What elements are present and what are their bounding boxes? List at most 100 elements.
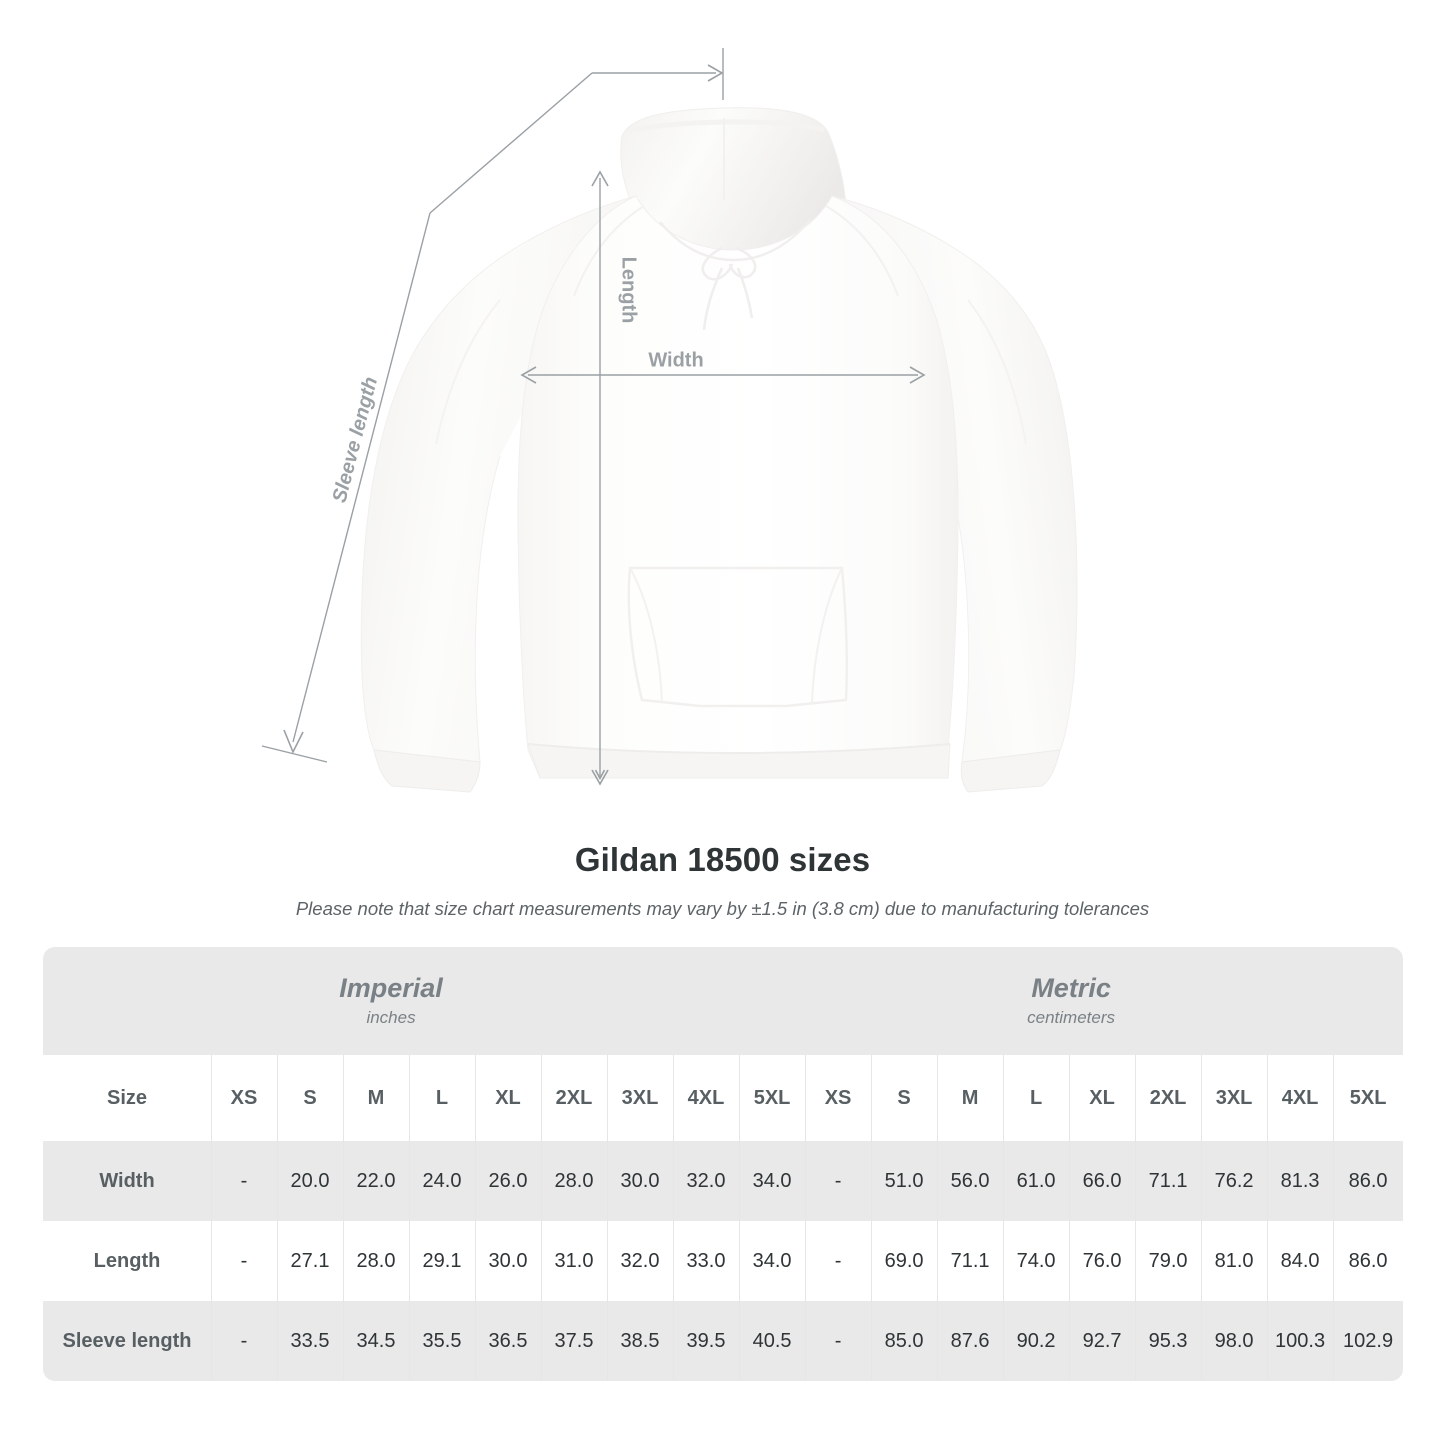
col-header-imperial-3xl: 3XL	[607, 1055, 673, 1141]
cell-width-imperial-l: 24.0	[409, 1141, 475, 1221]
length-arrow	[591, 170, 609, 786]
page-title: Gildan 18500 sizes	[574, 841, 871, 878]
col-header-metric-3xl: 3XL	[1201, 1055, 1268, 1141]
table-row: Length - 27.1 28.0 29.1 30.0 31.0 32.0 3…	[43, 1221, 1404, 1301]
cell-sleeve-metric-3xl: 98.0	[1201, 1301, 1268, 1381]
sleeve-length-arrow	[261, 48, 724, 763]
cell-length-imperial-xl: 30.0	[475, 1221, 541, 1301]
cell-sleeve-metric-l: 90.2	[1003, 1301, 1070, 1381]
hoodie-illustration: Length Width Sleeve length	[261, 48, 1078, 793]
cell-width-imperial-m: 22.0	[343, 1141, 409, 1221]
cell-sleeve-imperial-3xl: 38.5	[607, 1301, 673, 1381]
table-row: Sleeve length - 33.5 34.5 35.5 36.5 37.5…	[43, 1301, 1404, 1381]
row-label-width: Width	[43, 1141, 211, 1221]
unit-band-row: Imperial inches Metric centimeters	[43, 947, 1404, 1055]
col-header-metric-l: L	[1003, 1055, 1070, 1141]
unit-metric-sub: centimeters	[1027, 1008, 1116, 1027]
cell-sleeve-imperial-m: 34.5	[343, 1301, 409, 1381]
row-label-sleeve-length: Sleeve length	[43, 1301, 211, 1381]
cell-width-metric-s: 51.0	[871, 1141, 938, 1221]
cell-length-imperial-4xl: 33.0	[673, 1221, 740, 1301]
size-header-row: Size XS S M L XL 2XL 3XL 4XL 5XL XS S M …	[43, 1055, 1404, 1141]
row-label-length: Length	[43, 1221, 211, 1301]
col-header-metric-5xl: 5XL	[1333, 1055, 1404, 1141]
cell-length-metric-m: 71.1	[937, 1221, 1004, 1301]
cell-sleeve-imperial-2xl: 37.5	[541, 1301, 607, 1381]
measurement-guides	[261, 48, 926, 786]
cell-sleeve-metric-xs: -	[805, 1301, 872, 1381]
width-arrow	[520, 366, 926, 384]
cell-width-metric-3xl: 76.2	[1201, 1141, 1268, 1221]
cell-width-imperial-s: 20.0	[277, 1141, 343, 1221]
cell-width-metric-l: 61.0	[1003, 1141, 1070, 1221]
col-header-imperial-xl: XL	[475, 1055, 541, 1141]
cell-width-imperial-2xl: 28.0	[541, 1141, 607, 1221]
tolerance-note: Please note that size chart measurements…	[295, 898, 1150, 919]
length-label: Length	[618, 257, 640, 324]
hoodie-garment	[360, 107, 1078, 793]
size-column-header: Size	[43, 1055, 211, 1141]
col-header-imperial-s: S	[277, 1055, 343, 1141]
cell-width-metric-xl: 66.0	[1069, 1141, 1136, 1221]
cell-width-metric-4xl: 81.3	[1267, 1141, 1334, 1221]
cell-length-imperial-l: 29.1	[409, 1221, 475, 1301]
col-header-imperial-5xl: 5XL	[739, 1055, 806, 1141]
cell-width-imperial-xl: 26.0	[475, 1141, 541, 1221]
cell-length-metric-4xl: 84.0	[1267, 1221, 1334, 1301]
cell-length-imperial-s: 27.1	[277, 1221, 343, 1301]
cell-length-metric-l: 74.0	[1003, 1221, 1070, 1301]
cell-width-imperial-5xl: 34.0	[739, 1141, 806, 1221]
unit-group-metric: Metric centimeters	[739, 947, 1404, 1055]
width-label: Width	[648, 349, 703, 371]
col-header-imperial-m: M	[343, 1055, 409, 1141]
cell-length-metric-5xl: 86.0	[1333, 1221, 1404, 1301]
unit-group-imperial: Imperial inches	[43, 947, 740, 1055]
col-header-imperial-l: L	[409, 1055, 475, 1141]
cell-width-metric-xs: -	[805, 1141, 872, 1221]
cell-length-metric-xl: 76.0	[1069, 1221, 1136, 1301]
cell-width-metric-2xl: 71.1	[1135, 1141, 1202, 1221]
table-row: Width - 20.0 22.0 24.0 26.0 28.0 30.0 32…	[43, 1141, 1404, 1221]
cell-length-imperial-5xl: 34.0	[739, 1221, 806, 1301]
cell-sleeve-imperial-l: 35.5	[409, 1301, 475, 1381]
cell-length-imperial-2xl: 31.0	[541, 1221, 607, 1301]
col-header-metric-2xl: 2XL	[1135, 1055, 1202, 1141]
cell-sleeve-metric-2xl: 95.3	[1135, 1301, 1202, 1381]
col-header-imperial-xs: XS	[211, 1055, 277, 1141]
col-header-imperial-2xl: 2XL	[541, 1055, 607, 1141]
unit-imperial-sub: inches	[366, 1008, 416, 1027]
unit-metric-name: Metric	[1031, 973, 1111, 1003]
cell-width-imperial-xs: -	[211, 1141, 277, 1221]
cell-sleeve-imperial-5xl: 40.5	[739, 1301, 806, 1381]
col-header-metric-s: S	[871, 1055, 938, 1141]
cell-sleeve-metric-5xl: 102.9	[1333, 1301, 1404, 1381]
cell-length-metric-xs: -	[805, 1221, 872, 1301]
cell-length-metric-2xl: 79.0	[1135, 1221, 1202, 1301]
cell-width-imperial-4xl: 32.0	[673, 1141, 740, 1221]
cell-width-metric-5xl: 86.0	[1333, 1141, 1404, 1221]
cell-length-metric-3xl: 81.0	[1201, 1221, 1268, 1301]
col-header-metric-m: M	[937, 1055, 1004, 1141]
col-header-imperial-4xl: 4XL	[673, 1055, 740, 1141]
cell-sleeve-metric-s: 85.0	[871, 1301, 938, 1381]
cell-sleeve-metric-xl: 92.7	[1069, 1301, 1136, 1381]
size-table: Imperial inches Metric centimeters Size …	[43, 947, 1404, 1381]
cell-sleeve-imperial-s: 33.5	[277, 1301, 343, 1381]
cell-sleeve-imperial-xs: -	[211, 1301, 277, 1381]
cell-sleeve-imperial-xl: 36.5	[475, 1301, 541, 1381]
size-table-container: Imperial inches Metric centimeters Size …	[43, 947, 1404, 1381]
cell-width-imperial-3xl: 30.0	[607, 1141, 673, 1221]
cell-length-imperial-xs: -	[211, 1221, 277, 1301]
cell-sleeve-metric-4xl: 100.3	[1267, 1301, 1334, 1381]
col-header-metric-4xl: 4XL	[1267, 1055, 1334, 1141]
cell-length-imperial-3xl: 32.0	[607, 1221, 673, 1301]
title-block: Gildan 18500 sizes Please note that size…	[0, 838, 1445, 924]
cell-sleeve-imperial-4xl: 39.5	[673, 1301, 740, 1381]
cell-sleeve-metric-m: 87.6	[937, 1301, 1004, 1381]
col-header-metric-xs: XS	[805, 1055, 872, 1141]
col-header-metric-xl: XL	[1069, 1055, 1136, 1141]
cell-length-metric-s: 69.0	[871, 1221, 938, 1301]
unit-imperial-name: Imperial	[339, 973, 443, 1003]
cell-width-metric-m: 56.0	[937, 1141, 1004, 1221]
